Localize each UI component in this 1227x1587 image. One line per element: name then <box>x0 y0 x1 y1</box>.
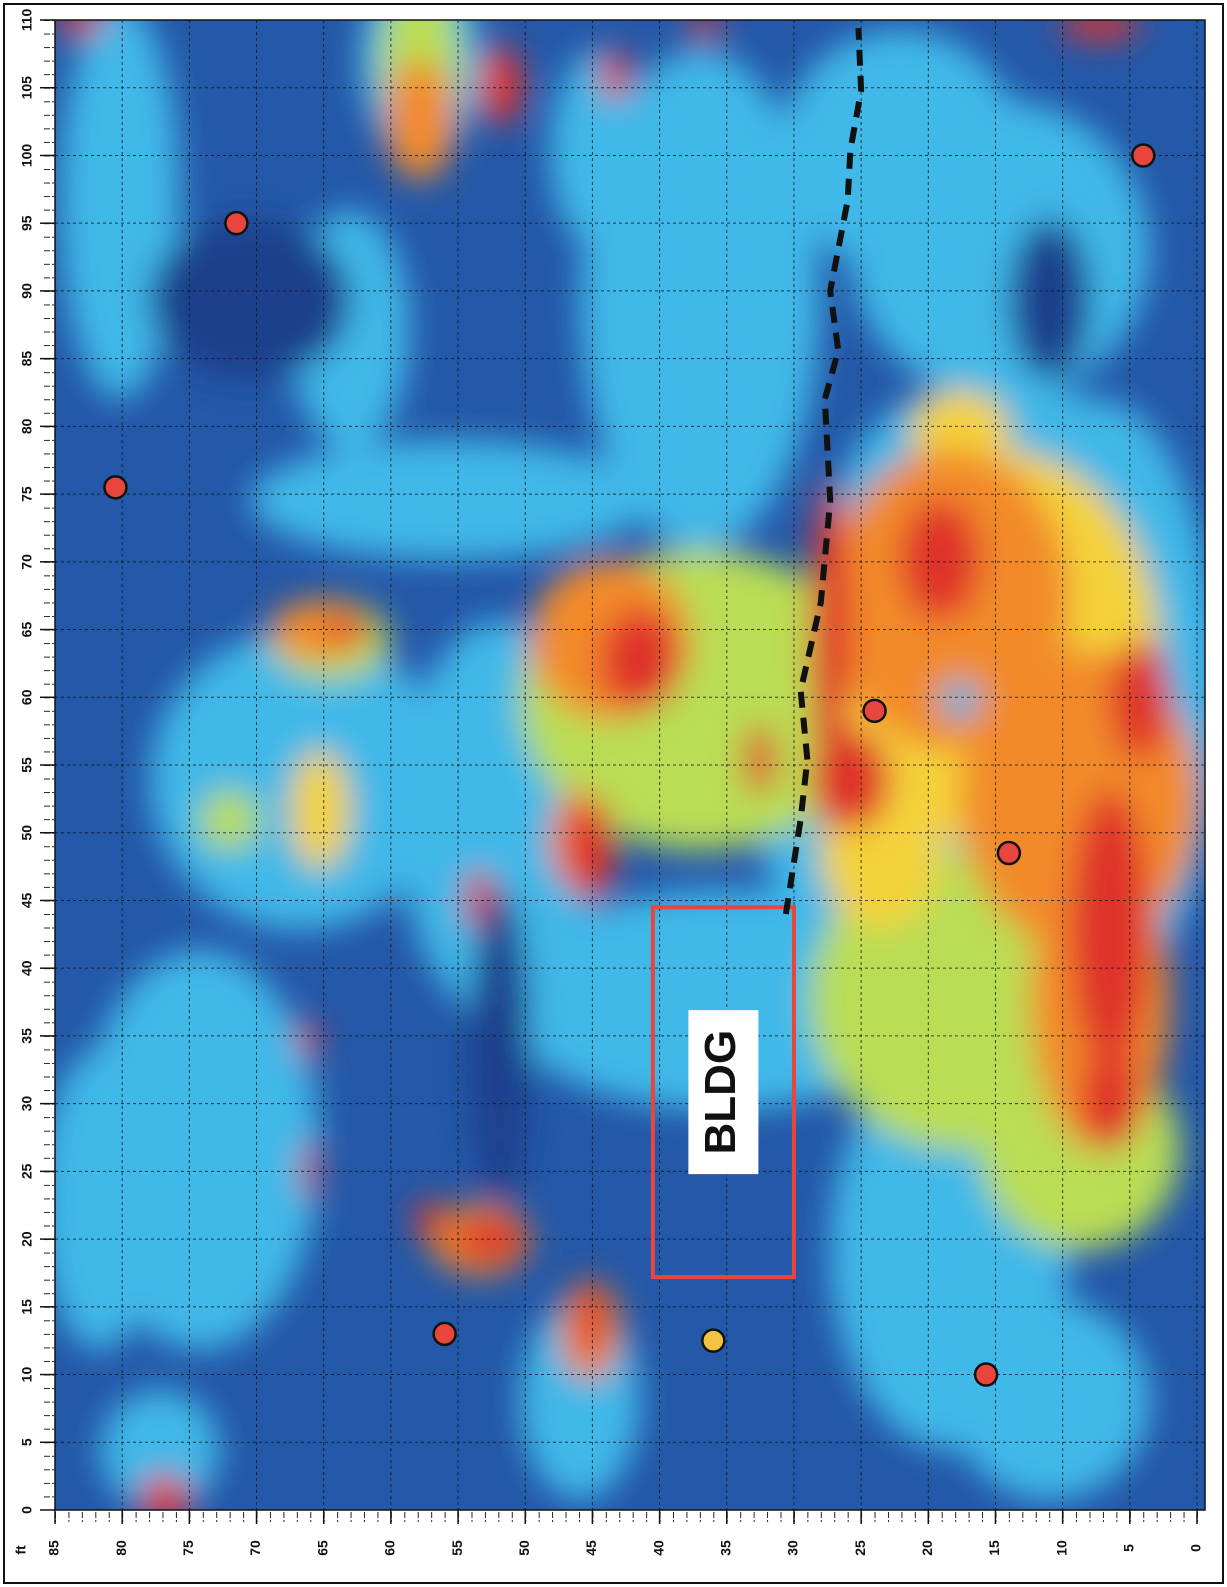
x-tick-label: 75 <box>180 1540 196 1556</box>
point <box>1132 144 1154 166</box>
heat-blob <box>200 790 260 850</box>
heat-blob <box>150 220 350 380</box>
chart: 0510152025303540455055606570758085909510… <box>0 0 1227 1587</box>
x-tick-label: 45 <box>583 1540 599 1556</box>
y-tick-label: 90 <box>19 283 35 299</box>
heat-blob <box>298 1020 318 1060</box>
heat-blob <box>250 440 650 560</box>
heat-blob <box>550 50 650 250</box>
y-tick-label: 110 <box>19 8 35 31</box>
x-tick-label: 0 <box>1188 1544 1204 1552</box>
x-tick-label: 65 <box>314 1540 330 1556</box>
y-tick-label: 0 <box>19 1506 35 1514</box>
y-tick-label: 40 <box>19 960 35 976</box>
heat-blob <box>940 680 980 720</box>
x-tick-label: 60 <box>382 1540 398 1556</box>
x-tick-label: 5 <box>1121 1544 1137 1552</box>
heat-blob <box>385 60 455 180</box>
heat-blob <box>600 610 680 710</box>
y-tick-label: 45 <box>19 892 35 908</box>
y-tick-label: 100 <box>19 144 35 168</box>
y-tick-label: 80 <box>19 418 35 434</box>
point <box>864 700 886 722</box>
y-tick-label: 30 <box>19 1096 35 1112</box>
y-tick-label: 105 <box>19 76 35 100</box>
x-tick-label: 15 <box>986 1540 1002 1556</box>
x-tick-label: 70 <box>247 1540 263 1556</box>
y-tick-label: 65 <box>19 622 35 638</box>
heat-blob <box>1080 1050 1140 1150</box>
y-tick-label: 95 <box>19 215 35 231</box>
heat-blob <box>575 1280 605 1360</box>
x-tick-label: 30 <box>785 1540 801 1556</box>
y-tick-label: 85 <box>19 351 35 367</box>
x-tick-label: 80 <box>113 1540 129 1556</box>
point <box>975 1364 997 1386</box>
x-tick-label: 10 <box>1053 1540 1069 1556</box>
y-tick-label: 25 <box>19 1163 35 1179</box>
x-tick-label: 20 <box>919 1540 935 1556</box>
point <box>702 1330 724 1352</box>
heat-blob <box>565 800 615 900</box>
y-tick-label: 20 <box>19 1231 35 1247</box>
heat-blob <box>470 890 530 1210</box>
building-label: BLDG <box>696 1030 745 1155</box>
heat-blob <box>850 100 1150 400</box>
heat-blob <box>900 500 980 620</box>
y-tick-label: 55 <box>19 757 35 773</box>
point <box>998 842 1020 864</box>
heat-blob <box>1070 790 1150 1070</box>
y-tick-label: 70 <box>19 554 35 570</box>
heat-blob <box>600 50 630 100</box>
x-tick-label: 85 <box>46 1540 62 1556</box>
y-tick-label: 50 <box>19 825 35 841</box>
y-tick-label: 35 <box>19 1028 35 1044</box>
axis-label: ft <box>13 1545 29 1555</box>
y-tick-label: 15 <box>19 1299 35 1315</box>
heat-blob <box>1060 10 1140 40</box>
x-tick-label: 25 <box>852 1540 868 1556</box>
point <box>225 212 247 234</box>
heat-blob <box>690 10 720 40</box>
heat-blob <box>40 1050 160 1350</box>
heat-blob <box>478 45 522 125</box>
y-tick-label: 5 <box>19 1438 35 1446</box>
y-tick-label: 10 <box>19 1367 35 1383</box>
x-tick-label: 40 <box>650 1540 666 1556</box>
x-tick-label: 55 <box>449 1540 465 1556</box>
heat-blob <box>810 730 890 830</box>
heat-blob <box>1010 220 1090 380</box>
heat-blob <box>302 1140 318 1200</box>
heat-blob <box>1110 640 1170 760</box>
heat-blob <box>745 725 775 795</box>
heat-blob <box>950 1300 1150 1500</box>
heat-blob <box>290 750 350 870</box>
heat-blob <box>415 1200 445 1240</box>
point <box>434 1323 456 1345</box>
heat-blob <box>60 0 180 400</box>
minor-ticks <box>55 1512 1205 1522</box>
x-tick-label: 35 <box>717 1540 733 1556</box>
x-tick-label: 50 <box>516 1540 532 1556</box>
point <box>104 476 126 498</box>
y-tick-label: 75 <box>19 486 35 502</box>
y-tick-label: 60 <box>19 689 35 705</box>
heat-blob <box>455 1218 525 1262</box>
